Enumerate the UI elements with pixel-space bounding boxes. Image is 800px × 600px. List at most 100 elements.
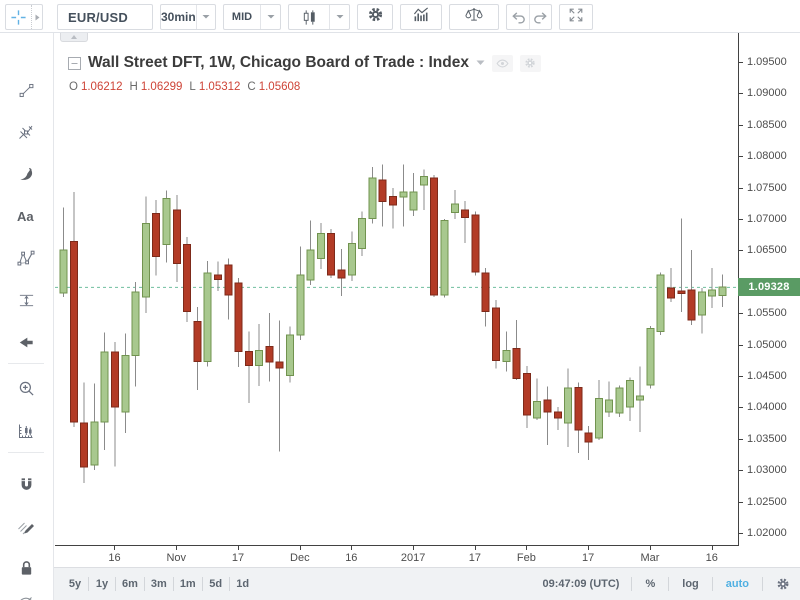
magnet-tool[interactable] bbox=[10, 469, 42, 499]
range-button-1m[interactable]: 1m bbox=[179, 578, 196, 590]
candle-44[interactable] bbox=[512, 320, 521, 380]
candle-17[interactable] bbox=[234, 278, 243, 368]
measure-tool[interactable] bbox=[10, 416, 42, 446]
candle-58[interactable] bbox=[656, 272, 665, 336]
symbol-field[interactable]: EUR/USD bbox=[57, 4, 153, 30]
candle-20[interactable] bbox=[265, 313, 274, 382]
brush-tool[interactable] bbox=[10, 159, 42, 189]
price-axis[interactable]: 1.09500 1.09000 1.08500 1.08000 1.07500 1.070… bbox=[738, 33, 800, 546]
candle-54[interactable] bbox=[615, 385, 624, 417]
candle-49[interactable] bbox=[564, 368, 573, 447]
candle-29[interactable] bbox=[358, 211, 367, 257]
candle-41[interactable] bbox=[481, 267, 490, 327]
chart-pane[interactable]: Wall Street DFT, 1W, Chicago Board of Tr… bbox=[55, 33, 738, 545]
lock-tool[interactable] bbox=[10, 553, 42, 583]
crosshair-submenu-caret[interactable] bbox=[31, 5, 42, 29]
projection-tool[interactable] bbox=[10, 285, 42, 315]
candle-6[interactable] bbox=[121, 333, 130, 434]
candle-63[interactable] bbox=[708, 267, 717, 309]
candle-32[interactable] bbox=[389, 188, 397, 229]
candle-59[interactable] bbox=[667, 267, 676, 302]
candle-51[interactable] bbox=[584, 426, 593, 461]
candle-55[interactable] bbox=[625, 377, 634, 422]
price-type-field[interactable]: MID bbox=[223, 4, 281, 30]
range-button-1y[interactable]: 1y bbox=[95, 578, 109, 590]
candle-15[interactable] bbox=[213, 261, 222, 292]
chart-title[interactable]: Wall Street DFT, 1W, Chicago Board of Tr… bbox=[88, 54, 469, 71]
candle-48[interactable] bbox=[553, 406, 562, 431]
candle-37[interactable] bbox=[440, 219, 449, 298]
toolbar-collapse-tab[interactable] bbox=[60, 33, 88, 42]
candle-47[interactable] bbox=[543, 386, 552, 446]
candle-31[interactable] bbox=[378, 164, 387, 227]
crosshair-tool-button[interactable] bbox=[5, 4, 43, 30]
candle-8[interactable] bbox=[141, 196, 150, 314]
arrow-marker-tool[interactable] bbox=[10, 327, 42, 357]
percent-scale-button[interactable]: % bbox=[645, 578, 656, 590]
candlestick-chart[interactable] bbox=[55, 33, 738, 545]
candle-21[interactable] bbox=[275, 320, 284, 452]
drawing-mode-tool[interactable] bbox=[10, 511, 42, 541]
candle-61[interactable] bbox=[687, 249, 696, 326]
candle-64[interactable] bbox=[718, 274, 727, 307]
clock-display[interactable]: 09:47:09 (UTC) bbox=[542, 578, 620, 590]
candle-52[interactable] bbox=[594, 379, 603, 441]
legend-collapse-icon[interactable] bbox=[68, 56, 81, 70]
candle-19[interactable] bbox=[255, 323, 264, 387]
candle-40[interactable] bbox=[471, 211, 480, 276]
legend-settings-button[interactable] bbox=[519, 54, 541, 72]
candle-4[interactable] bbox=[100, 332, 109, 451]
candle-11[interactable] bbox=[172, 195, 181, 282]
candle-45[interactable] bbox=[522, 365, 531, 429]
range-button-3m[interactable]: 3m bbox=[150, 578, 167, 590]
candle-39[interactable] bbox=[461, 200, 470, 243]
candle-13[interactable] bbox=[193, 306, 202, 390]
pitchfork-tool[interactable] bbox=[10, 117, 42, 147]
candle-24[interactable] bbox=[306, 220, 315, 285]
candle-7[interactable] bbox=[131, 281, 140, 387]
chart-settings-button[interactable] bbox=[357, 4, 393, 30]
candle-18[interactable] bbox=[244, 331, 253, 404]
fullscreen-button[interactable] bbox=[559, 4, 593, 30]
candle-3[interactable] bbox=[90, 383, 99, 471]
candle-26[interactable] bbox=[327, 229, 336, 279]
candle-56[interactable] bbox=[636, 366, 645, 432]
candle-2[interactable] bbox=[80, 382, 89, 483]
auto-scale-button[interactable]: auto bbox=[725, 578, 749, 590]
xabcd-pattern-tool[interactable] bbox=[10, 243, 42, 273]
interval-field[interactable]: 30min bbox=[160, 4, 216, 30]
range-button-1d[interactable]: 1d bbox=[236, 578, 250, 590]
text-tool[interactable]: Aa bbox=[10, 201, 42, 231]
price-type-caret-icon[interactable] bbox=[260, 5, 280, 29]
candle-5[interactable] bbox=[110, 342, 119, 467]
candle-30[interactable] bbox=[368, 166, 377, 224]
candle-60[interactable] bbox=[677, 218, 686, 312]
range-button-5d[interactable]: 5d bbox=[209, 578, 223, 590]
candle-62[interactable] bbox=[697, 288, 706, 334]
zoom-in-tool[interactable] bbox=[10, 373, 42, 403]
trend-line-tool[interactable] bbox=[10, 75, 42, 105]
log-scale-button[interactable]: log bbox=[682, 578, 699, 590]
candle-38[interactable] bbox=[450, 190, 459, 219]
candle-27[interactable] bbox=[337, 249, 346, 297]
candle-14[interactable] bbox=[203, 261, 212, 367]
candle-9[interactable] bbox=[152, 200, 161, 276]
hide-drawings-tool[interactable] bbox=[10, 588, 42, 600]
candle-33[interactable] bbox=[399, 164, 408, 227]
indicators-button[interactable] bbox=[400, 4, 442, 30]
time-axis[interactable]: 16 Nov 17 Dec 16 2017 17 Feb 17 Mar 16 bbox=[55, 545, 738, 567]
legend-caret-icon[interactable] bbox=[476, 60, 485, 66]
bottom-settings-button[interactable] bbox=[763, 577, 792, 591]
candle-46[interactable] bbox=[533, 378, 542, 420]
candle-1[interactable] bbox=[69, 191, 78, 427]
candle-53[interactable] bbox=[605, 381, 614, 417]
candle-23[interactable] bbox=[296, 246, 305, 341]
candle-12[interactable] bbox=[183, 237, 192, 322]
candle-43[interactable] bbox=[502, 331, 511, 372]
compare-button[interactable] bbox=[449, 4, 499, 30]
candle-0[interactable] bbox=[59, 207, 68, 297]
candle-16[interactable] bbox=[224, 258, 233, 320]
candle-25[interactable] bbox=[316, 222, 325, 270]
redo-button[interactable] bbox=[529, 5, 551, 29]
candle-34[interactable] bbox=[409, 173, 418, 216]
